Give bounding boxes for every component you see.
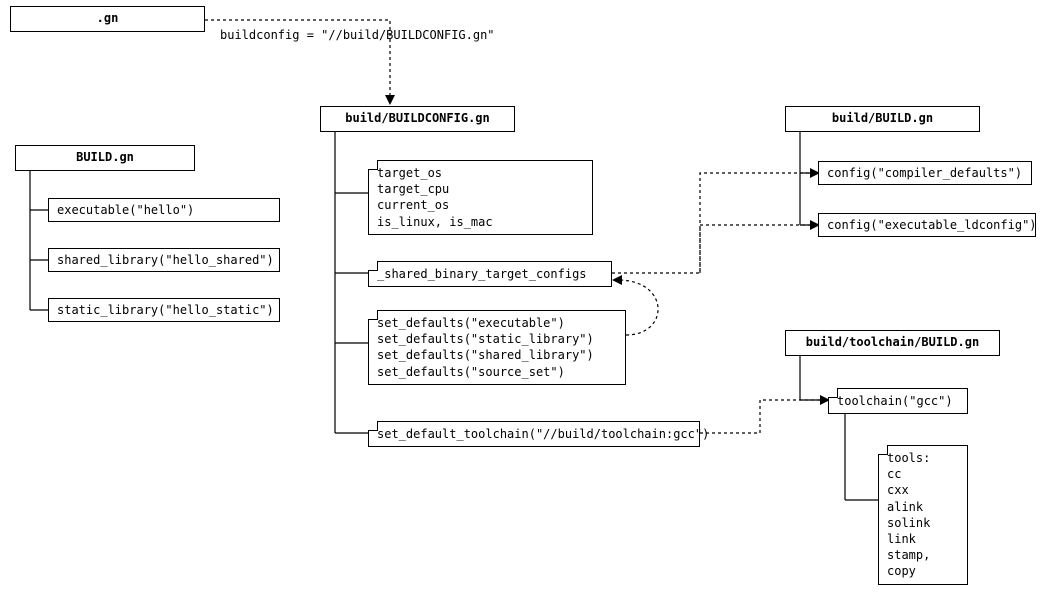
node-executable-hello: executable("hello") [48,198,280,222]
buildconfig-title-label: build/BUILDCONFIG.gn [345,111,490,125]
executable-hello-label: executable("hello") [57,203,194,217]
toolchain-title-label: build/toolchain/BUILD.gn [806,335,979,349]
note-set-defaults: set_defaults("executable") set_defaults(… [368,310,626,385]
node-buildconfig-title: build/BUILDCONFIG.gn [320,106,515,132]
config-compiler-defaults-label: config("compiler_defaults") [827,166,1022,180]
build-gn-title-label: BUILD.gn [76,150,134,164]
node-build-gn-title: BUILD.gn [15,145,195,171]
node-gn-root: .gn [10,6,205,32]
buildconfig-assignment-label: buildconfig = "//build/BUILDCONFIG.gn" [220,28,495,42]
note-shared-binary-configs: _shared_binary_target_configs [368,261,612,287]
node-shared-library-hello: shared_library("hello_shared") [48,248,280,272]
shared-library-label: shared_library("hello_shared") [57,253,274,267]
node-config-executable-ldconfig: config("executable_ldconfig") [818,213,1036,237]
note-tools-list: tools: cc cxx alink solink link stamp, c… [878,445,968,585]
note-set-default-toolchain: set_default_toolchain("//build/toolchain… [368,421,700,447]
node-static-library-hello: static_library("hello_static") [48,298,280,322]
diagram-canvas: .gn buildconfig = "//build/BUILDCONFIG.g… [0,0,1044,605]
static-library-label: static_library("hello_static") [57,303,274,317]
config-executable-ldconfig-label: config("executable_ldconfig") [827,218,1037,232]
note-target-vars: target_os target_cpu current_os is_linux… [368,160,593,235]
gn-root-label: .gn [97,11,119,25]
note-toolchain-gcc: toolchain("gcc") [828,388,968,414]
node-config-compiler-defaults: config("compiler_defaults") [818,161,1032,185]
node-build-build-gn-title: build/BUILD.gn [785,106,980,132]
build-build-gn-title-label: build/BUILD.gn [832,111,933,125]
node-toolchain-title: build/toolchain/BUILD.gn [785,330,1000,356]
